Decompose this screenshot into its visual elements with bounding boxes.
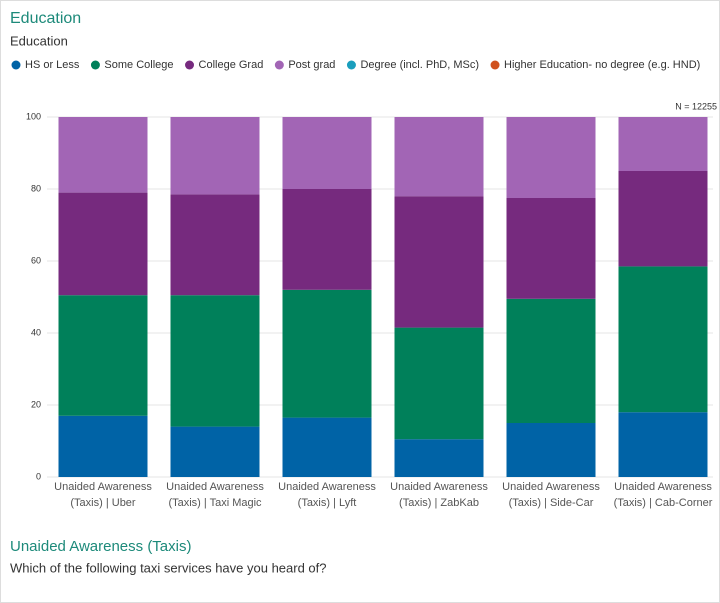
panel-title: Education — [10, 10, 81, 27]
legend-label: Higher Education- no degree (e.g. HND) — [504, 59, 700, 71]
bar-segment — [170, 117, 260, 195]
legend-label: Some College — [104, 59, 173, 71]
question-text: Which of the following taxi services hav… — [10, 560, 327, 575]
bar-segment — [170, 194, 260, 296]
y-tick-label: 80 — [31, 183, 41, 193]
bar-segment — [58, 295, 148, 416]
question-title: Unaided Awareness (Taxis) — [10, 538, 191, 555]
x-tick-label: Unaided Awareness (Taxis) | Uber — [54, 481, 152, 509]
y-tick-label: 0 — [36, 471, 41, 481]
sample-size: N = 12255 — [675, 101, 717, 111]
y-tick-label: 100 — [26, 111, 41, 121]
legend-label: Degree (incl. PhD, MSc) — [360, 59, 479, 71]
bar-segment — [282, 117, 372, 189]
bar-segment — [394, 327, 484, 440]
bar-segment — [58, 192, 148, 296]
legend-label: Post grad — [288, 59, 335, 71]
y-tick-label: 60 — [31, 255, 41, 265]
y-tick-label: 20 — [31, 399, 41, 409]
legend-swatch — [90, 60, 100, 70]
bar-segment — [618, 266, 708, 413]
bar-segment — [282, 289, 372, 418]
bar-segment — [506, 198, 596, 299]
bar-segment — [282, 417, 372, 477]
x-tick-label: Unaided Awareness (Taxis) | Cab-Corner — [613, 481, 713, 509]
legend-swatch — [274, 60, 284, 70]
legend-swatch — [185, 60, 195, 70]
bar-segment — [506, 423, 596, 477]
x-tick-label: Unaided Awareness (Taxis) | ZabKab — [390, 481, 488, 509]
bar-segment — [58, 117, 148, 193]
bar-segment — [506, 117, 596, 198]
bar-segment — [282, 189, 372, 290]
legend-swatch — [346, 60, 356, 70]
panel-subtitle: Education — [10, 33, 68, 48]
legend-swatch — [490, 60, 500, 70]
y-tick-label: 40 — [31, 327, 41, 337]
legend-label: HS or Less — [25, 59, 80, 71]
bar-segment — [618, 412, 708, 477]
x-tick-label: Unaided Awareness (Taxis) | Lyft — [278, 481, 376, 509]
legend-swatch — [11, 60, 21, 70]
bar-segment — [394, 196, 484, 328]
bar-segment — [170, 426, 260, 477]
bar-segment — [618, 171, 708, 267]
bar-segment — [58, 415, 148, 477]
bar-segment — [170, 295, 260, 427]
bar-segment — [394, 439, 484, 477]
bar-segment — [618, 117, 708, 171]
x-tick-label: Unaided Awareness (Taxis) | Side-Car — [502, 481, 600, 509]
bar-segment — [506, 298, 596, 423]
x-tick-label: Unaided Awareness (Taxis) | Taxi Magic — [166, 481, 264, 509]
bar-segment — [394, 117, 484, 197]
legend-label: College Grad — [199, 59, 264, 71]
